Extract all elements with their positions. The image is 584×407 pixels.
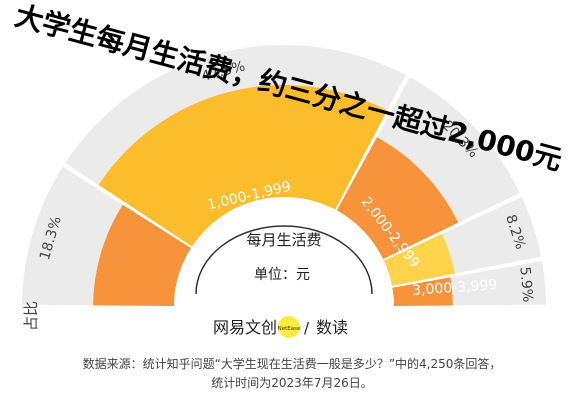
logo-slash: / bbox=[304, 319, 310, 337]
bar bbox=[98, 84, 388, 247]
category-label: 3,000-3,999 bbox=[412, 277, 498, 299]
netease-logo: 网易文创 NetEase / 数读 bbox=[213, 316, 348, 338]
source-note-line1: 数据来源：统计知乎问题“大学生现在生活费一般是多少？”中的4,250条回答， bbox=[82, 357, 502, 371]
source-note-line2: 统计时间为2023年7月26日。 bbox=[211, 376, 373, 390]
category-label: 4,000及以上 bbox=[417, 314, 499, 330]
bar bbox=[383, 233, 455, 286]
bar bbox=[336, 137, 459, 260]
center-hub bbox=[174, 197, 394, 307]
center-heading: 每月生活费 bbox=[246, 231, 321, 249]
category-label: 1,000以下 bbox=[72, 314, 140, 330]
center-unit: 单位：元 bbox=[254, 267, 310, 283]
logo-badge-text: NetEase bbox=[278, 326, 301, 332]
logo-left-text: 网易文创 bbox=[213, 318, 277, 337]
bar bbox=[392, 277, 453, 307]
value-label: 5.9% bbox=[516, 266, 535, 303]
proportion-label: 占比 bbox=[22, 301, 40, 331]
center-hub-outline bbox=[195, 225, 373, 295]
logo-badge-dot bbox=[278, 316, 300, 338]
logo-right-text: 数读 bbox=[316, 318, 348, 337]
bar bbox=[93, 204, 192, 307]
